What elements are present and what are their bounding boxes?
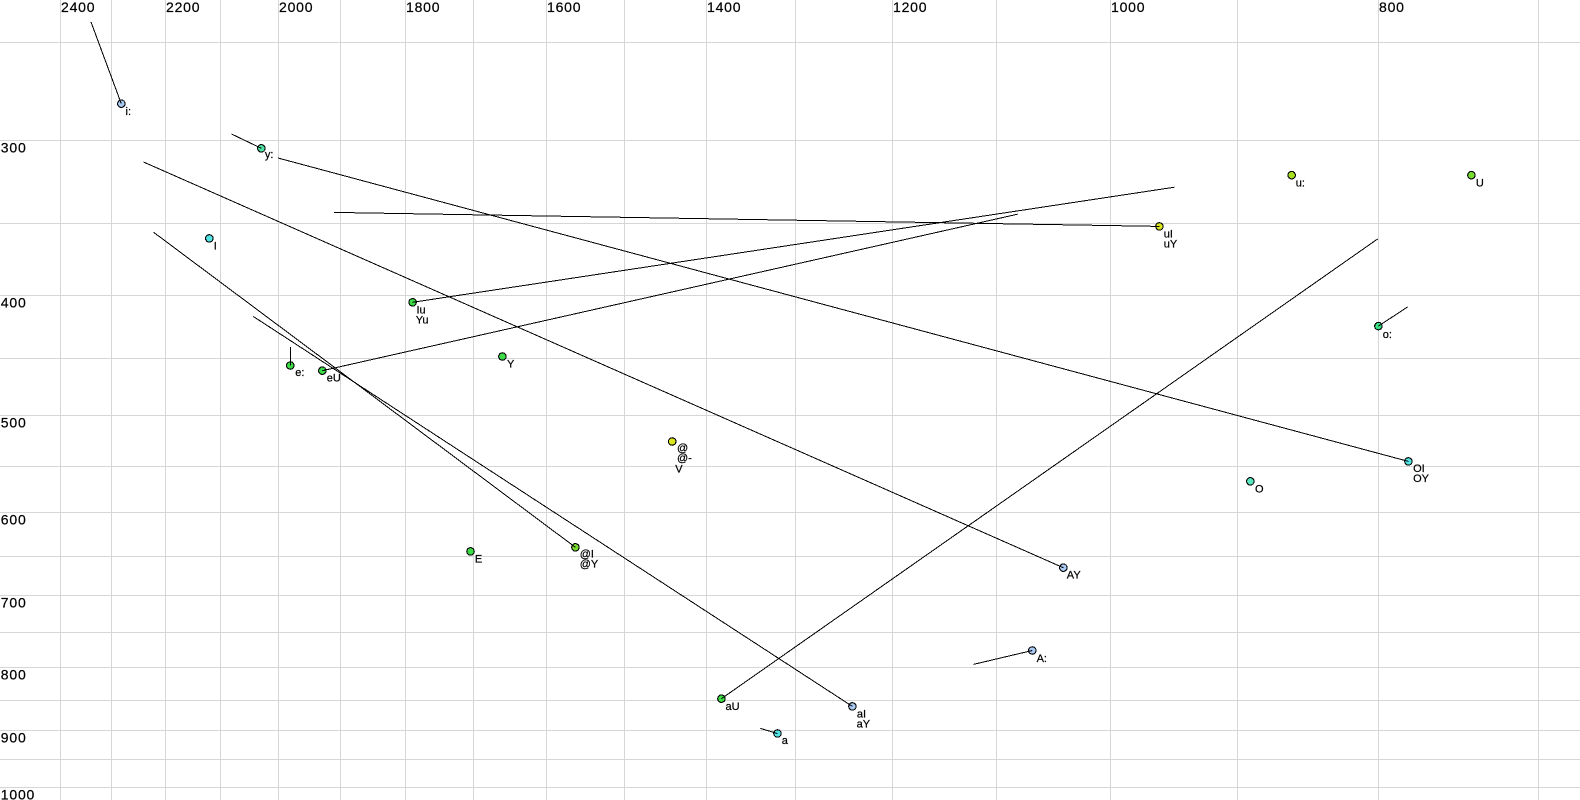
svg-text:aY: aY [857,719,871,731]
svg-text:aI: aI [857,709,866,721]
svg-text:@Y: @Y [580,558,599,570]
svg-text:Y: Y [507,358,515,370]
svg-text:900: 900 [1,730,27,746]
svg-text:U: U [1476,178,1484,190]
svg-text:500: 500 [1,415,27,431]
svg-text:u:: u: [1296,177,1305,189]
svg-text:I: I [214,240,217,252]
svg-text:2400: 2400 [61,0,95,15]
svg-text:y:: y: [265,149,274,161]
svg-text:2000: 2000 [279,0,313,15]
svg-text:@-: @- [677,453,692,465]
svg-text:800: 800 [1,667,27,683]
svg-text:1600: 1600 [547,0,581,15]
svg-text:1000: 1000 [1,787,35,800]
svg-text:1000: 1000 [1111,0,1145,15]
svg-text:Yu: Yu [416,315,429,327]
svg-text:V: V [675,464,683,476]
svg-text:Iu: Iu [417,305,426,317]
svg-text:700: 700 [1,595,27,611]
svg-text:1800: 1800 [406,0,440,15]
svg-text:e:: e: [295,367,304,379]
svg-text:OI: OI [1413,463,1425,475]
svg-text:eU: eU [327,372,341,384]
svg-text:2200: 2200 [166,0,200,15]
svg-text:uI: uI [1164,229,1173,241]
svg-text:O: O [1255,484,1264,496]
svg-text:1200: 1200 [893,0,927,15]
svg-text:@I: @I [580,548,594,560]
svg-text:aU: aU [726,701,740,713]
svg-text:300: 300 [1,140,27,156]
svg-text:A:: A: [1037,653,1047,665]
svg-text:E: E [475,554,482,566]
svg-text:uY: uY [1164,239,1178,251]
svg-text:400: 400 [1,295,27,311]
svg-text:1400: 1400 [707,0,741,15]
svg-text:i:: i: [126,106,132,118]
svg-text:a: a [782,735,789,747]
svg-text:600: 600 [1,512,27,528]
svg-text:AY: AY [1067,569,1082,581]
svg-text:o:: o: [1383,329,1392,341]
svg-text:800: 800 [1379,0,1405,15]
svg-text:OY: OY [1413,473,1430,485]
svg-text:@: @ [677,443,688,455]
